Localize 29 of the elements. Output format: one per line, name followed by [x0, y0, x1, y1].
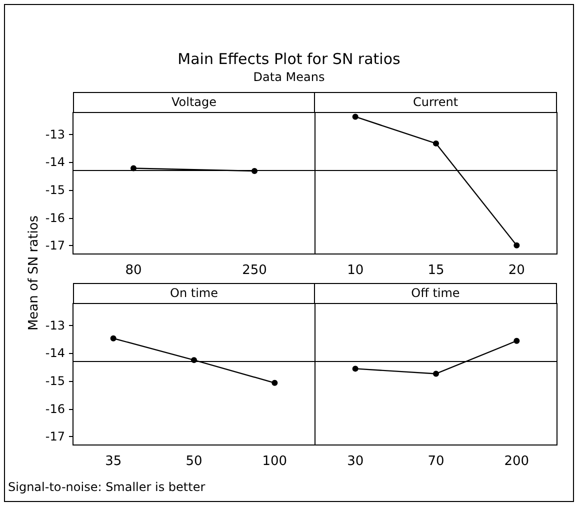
x-tick-label: 10: [347, 263, 364, 278]
x-tick-label: 20: [508, 263, 525, 278]
y-tick-label: -14: [45, 346, 65, 360]
x-tick-label: 50: [186, 454, 202, 469]
x-axis-title: Off time: [314, 283, 557, 304]
y-tick-label: -15: [45, 374, 65, 388]
chart-subtitle: Data Means: [252, 70, 326, 84]
y-tick-label: -15: [45, 182, 65, 197]
x-axis-title: Current: [314, 92, 557, 113]
y-tick-label: -16: [45, 402, 65, 416]
x-tick-label: 35: [105, 454, 122, 469]
x-tick-label: 200: [504, 454, 530, 469]
y-axis-title: Mean of SN ratios: [26, 215, 42, 331]
y-tick-label: -16: [45, 210, 65, 225]
x-tick-label: 30: [347, 454, 364, 469]
y-tick-label: -17: [45, 430, 65, 444]
text: Signal-to-noise: Smaller is better: [8, 480, 206, 494]
x-tick-label: 100: [262, 454, 288, 469]
y-tick-label: -17: [45, 238, 65, 253]
y-tick-label: -13: [45, 318, 65, 332]
x-tick-label: 15: [428, 263, 444, 278]
x-tick-label: 80: [125, 263, 142, 278]
x-axis-title: Voltage: [73, 92, 315, 113]
x-tick-label: 70: [428, 454, 444, 469]
x-tick-label: 250: [242, 263, 267, 278]
y-tick-label: -14: [45, 155, 65, 170]
chart-title: Main Effects Plot for SN ratios: [176, 50, 402, 68]
y-tick-label: -13: [45, 127, 65, 142]
x-axis-title: On time: [73, 283, 315, 304]
